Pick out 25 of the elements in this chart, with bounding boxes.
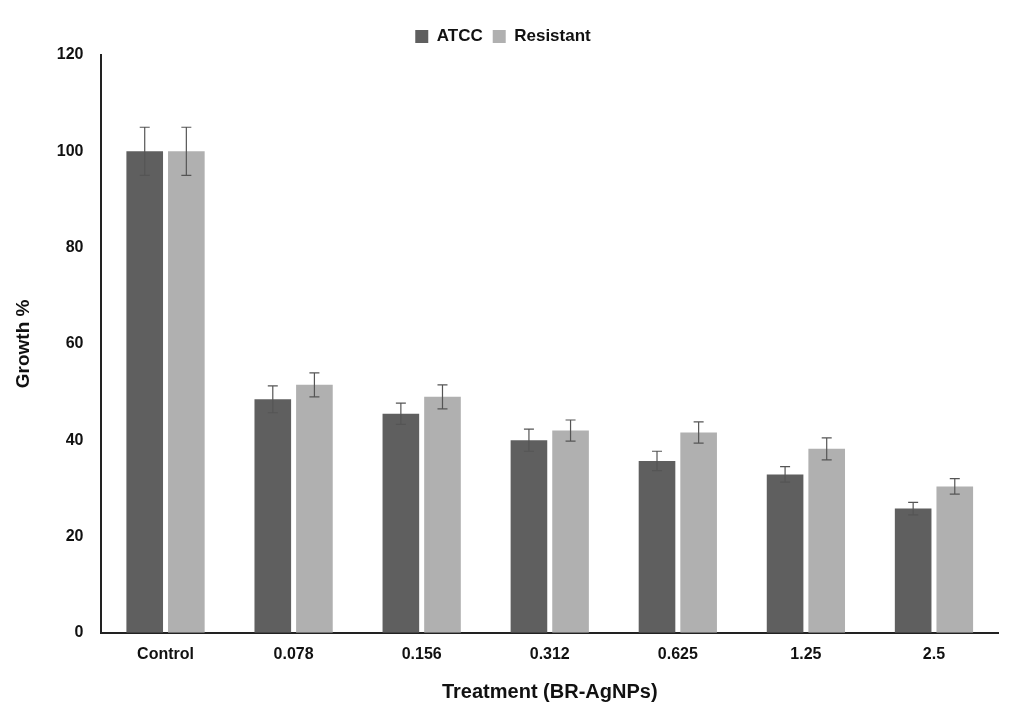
y-tick-label: 40 [65,430,84,448]
y-tick-label: 80 [65,238,84,256]
x-tick-label: Control [137,644,194,662]
y-tick-label: 20 [65,526,84,544]
y-tick-label: 60 [65,334,84,352]
x-axis-title: Treatment (BR-AgNPs) [441,679,658,702]
y-tick-label: 0 [74,623,84,641]
bar [296,384,333,633]
legend-label: ATCC [436,26,483,46]
x-tick-label: 1.25 [790,644,822,662]
bar [680,432,717,633]
bar [936,486,974,633]
bar [424,396,461,633]
y-tick-label: 120 [56,45,84,63]
x-tick-label: 0.312 [529,644,570,662]
x-tick-label: 0.156 [401,644,442,662]
bar [808,448,846,633]
x-tick-label: 2.5 [922,644,946,662]
y-tick-label: 100 [56,141,84,159]
bar [168,151,205,633]
x-tick-label: 0.625 [657,644,698,662]
y-axis-title: Growth % [11,299,33,389]
bar [552,430,589,633]
x-tick-label: 0.078 [273,644,314,662]
legend-label: Resistant [514,26,592,46]
